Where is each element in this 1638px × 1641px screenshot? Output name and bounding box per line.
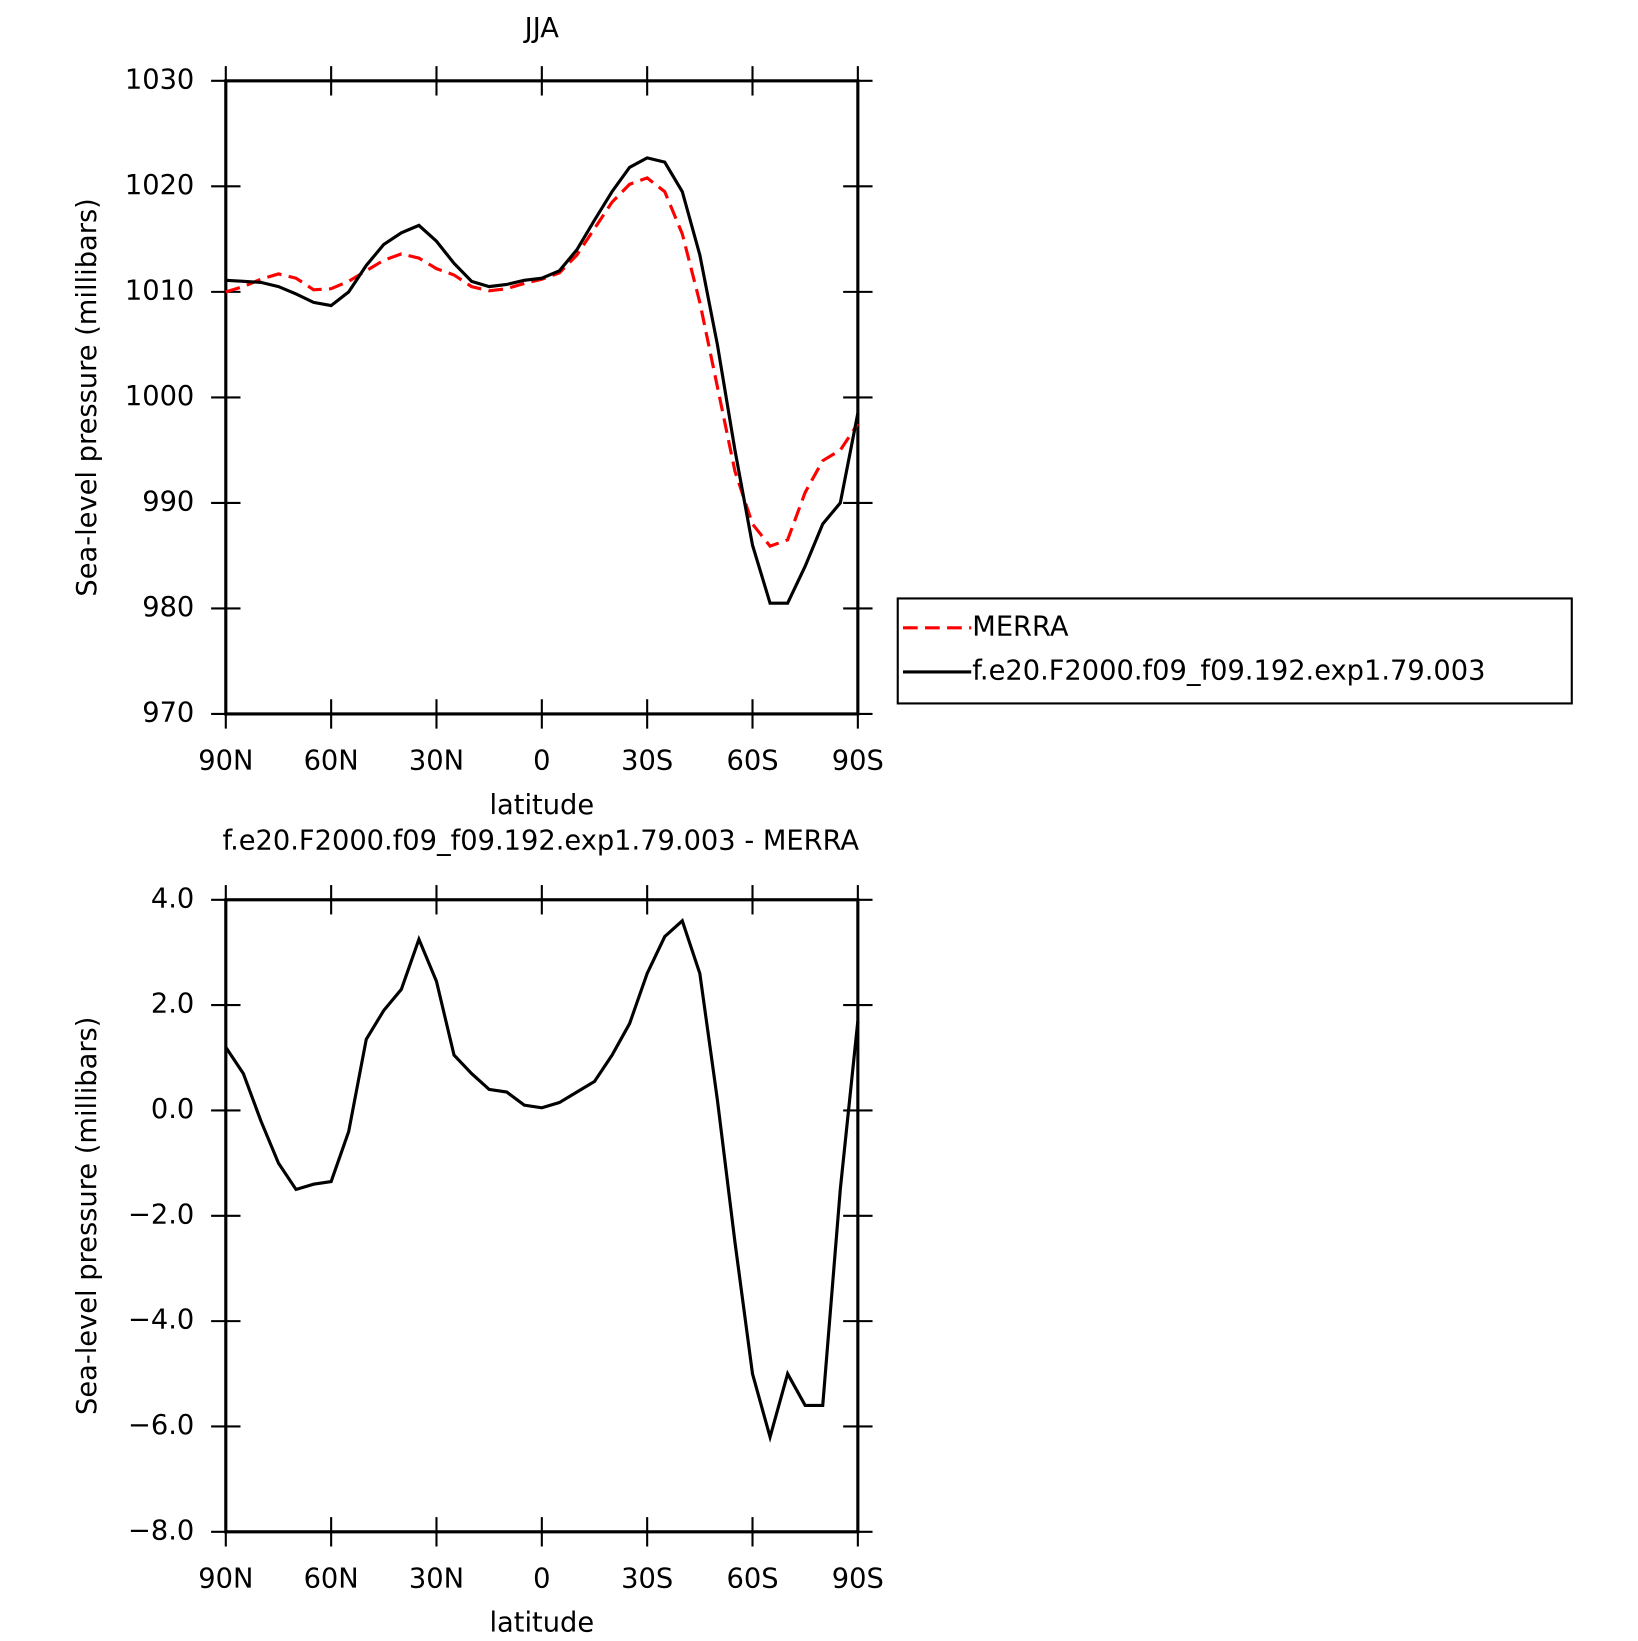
y-tick-label: 1010 — [125, 275, 194, 306]
y-tick-label: 1030 — [125, 64, 194, 95]
data-line — [225, 156, 860, 605]
data-line — [225, 176, 860, 549]
y-tick-label: 980 — [142, 592, 194, 623]
legend-box — [896, 597, 1573, 705]
x-tick-label: 30N — [409, 746, 464, 777]
x-tick-label: 90N — [198, 746, 253, 777]
y-tick-label: −6.0 — [128, 1410, 194, 1441]
y-tick-label: −8.0 — [128, 1515, 194, 1546]
y-tick-label: 970 — [142, 697, 194, 728]
x-tick-label: 60N — [304, 1564, 359, 1595]
x-tick-label: 90N — [198, 1564, 253, 1595]
x-tick-label: 30N — [409, 1564, 464, 1595]
y-tick-label: 1020 — [125, 170, 194, 201]
x-tick-label: 0 — [533, 746, 550, 777]
y-tick-label: 0.0 — [151, 1094, 194, 1125]
y-axis-label: Sea-level pressure (millibars) — [72, 1017, 103, 1415]
plot-frame — [224, 898, 860, 1534]
y-axis-label: Sea-level pressure (millibars) — [72, 198, 103, 596]
x-axis-label: latitude — [489, 1608, 594, 1639]
x-tick-label: 90S — [832, 1564, 884, 1595]
x-tick-label: 60S — [726, 746, 778, 777]
plot-frame — [224, 79, 860, 716]
x-tick-label: 30S — [621, 1564, 673, 1595]
y-tick-label: −2.0 — [128, 1199, 194, 1230]
x-tick-label: 60N — [304, 746, 359, 777]
y-tick-label: 1000 — [125, 381, 194, 412]
x-tick-label: 0 — [533, 1564, 550, 1595]
y-tick-label: 4.0 — [151, 883, 194, 914]
y-tick-label: 990 — [142, 486, 194, 517]
legend-label: MERRA — [972, 611, 1069, 642]
data-line — [224, 918, 860, 1443]
x-axis-label: latitude — [489, 790, 594, 821]
x-tick-label: 60S — [726, 1564, 778, 1595]
chart-title: f.e20.F2000.f09_f09.192.exp1.79.003 - ME… — [222, 826, 859, 857]
x-tick-label: 90S — [832, 746, 884, 777]
x-tick-label: 30S — [621, 746, 673, 777]
legend-label: f.e20.F2000.f09_f09.192.exp1.79.003 — [972, 655, 1485, 686]
y-tick-label: 2.0 — [151, 989, 194, 1020]
y-tick-label: −4.0 — [128, 1305, 194, 1336]
chart-title: JJA — [523, 13, 560, 44]
